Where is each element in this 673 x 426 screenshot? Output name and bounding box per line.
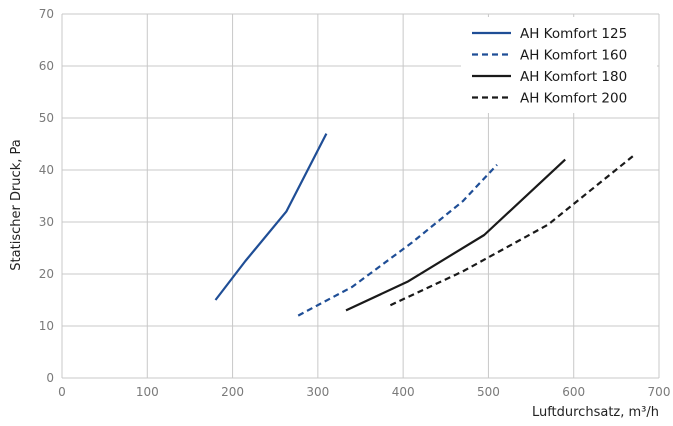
- x-tick-label: 600: [562, 385, 585, 399]
- x-tick-label: 500: [477, 385, 500, 399]
- series-line: [345, 158, 566, 312]
- legend-entry: AH Komfort 160: [520, 48, 627, 64]
- y-tick-label: 70: [39, 7, 54, 21]
- series-line: [297, 164, 498, 317]
- x-axis-ticks: 0 100 200 300 400 500 600 700: [58, 385, 670, 399]
- y-tick-label: 30: [39, 215, 54, 229]
- x-tick-label: 300: [306, 385, 329, 399]
- x-tick-label: 700: [648, 385, 671, 399]
- x-tick-label: 0: [58, 385, 66, 399]
- y-tick-label: 60: [39, 59, 54, 73]
- series-line: [214, 133, 328, 301]
- x-axis-label: Luftdurchsatz, m³/h: [532, 405, 659, 420]
- x-tick-label: 100: [136, 385, 159, 399]
- y-tick-label: 10: [39, 319, 54, 333]
- y-tick-label: 0: [46, 371, 54, 385]
- legend-entry: AH Komfort 180: [520, 69, 627, 85]
- y-tick-label: 20: [39, 267, 54, 281]
- series-lines: [214, 133, 636, 317]
- y-tick-label: 50: [39, 111, 54, 125]
- x-tick-label: 200: [221, 385, 244, 399]
- y-tick-label: 40: [39, 163, 54, 177]
- y-axis-ticks: 0 10 20 30 40 50 60 70: [39, 7, 54, 385]
- y-axis-label: Statischer Druck, Pa: [9, 139, 24, 270]
- legend: AH Komfort 125 AH Komfort 160 AH Komfort 1…: [461, 17, 657, 113]
- legend-entry: AH Komfort 200: [520, 91, 627, 107]
- legend-entry: AH Komfort 125: [520, 26, 627, 42]
- x-tick-label: 400: [392, 385, 415, 399]
- series-line: [389, 153, 636, 307]
